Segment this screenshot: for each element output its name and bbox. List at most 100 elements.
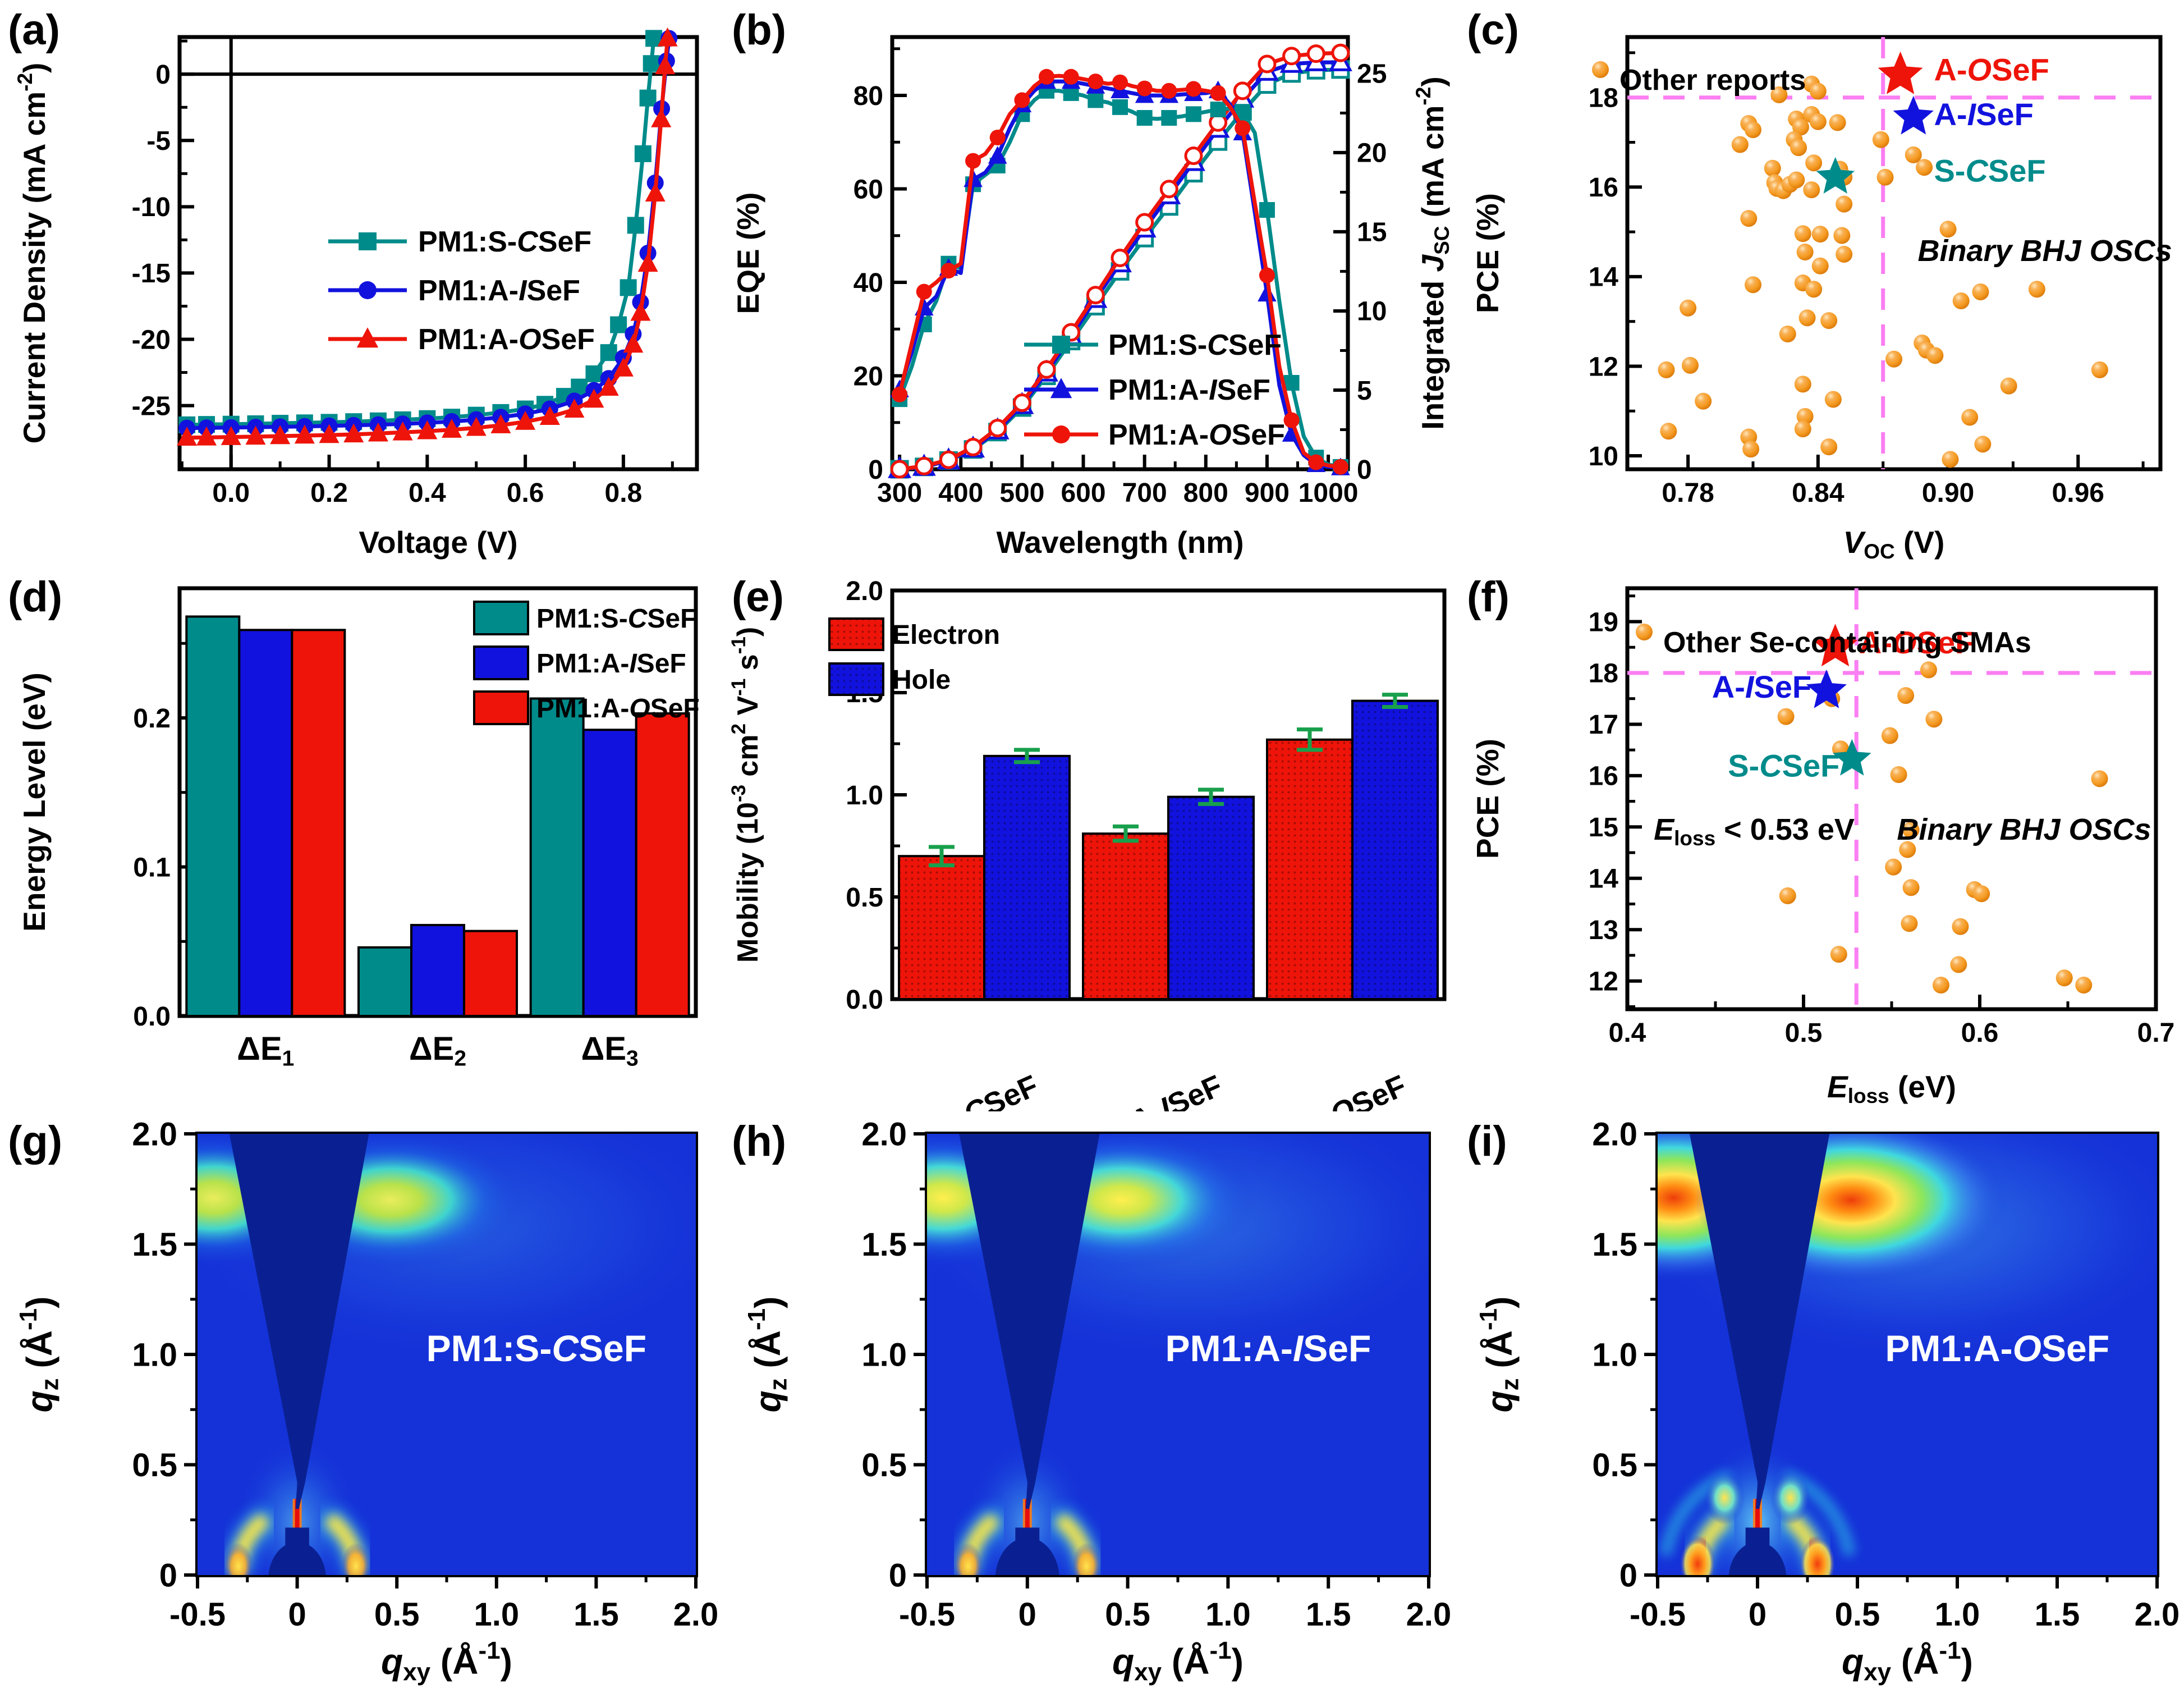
svg-text:400: 400 — [938, 478, 983, 508]
svg-text:20: 20 — [1357, 139, 1387, 168]
svg-text:Other reports: Other reports — [1619, 64, 1806, 97]
chart-f: 0.4 0.5 0.6 0.7 12 13 14 15 16 17 18 19 Eloss (eV) PC… — [1470, 586, 2174, 1107]
svg-text:ΔE2: ΔE2 — [409, 1031, 466, 1070]
svg-text:PM1:A-ISeF: PM1:A-ISeF — [1059, 1069, 1227, 1111]
svg-text:0: 0 — [889, 1557, 907, 1594]
svg-text:5: 5 — [1357, 376, 1372, 406]
panel-h-giwaxs-a-isef: (h) -0.5 0 0.5 1.0 1.5 2.0 0 0.5 1.0 1.5 2.0 qxy (Å-… — [724, 1111, 1459, 1703]
svg-text:1.5: 1.5 — [861, 1226, 907, 1263]
svg-text:18: 18 — [1589, 84, 1618, 113]
svg-text:1.5: 1.5 — [132, 1226, 177, 1263]
scatter-points — [1777, 661, 2108, 994]
svg-text:A-OSeF: A-OSeF — [1859, 625, 1974, 660]
panel-f-pce-eloss-scatter: (f) 0.4 0.5 0.6 0.7 12 13 14 15 16 17 18 19 Eloss (eV… — [1459, 567, 2184, 1111]
panel-d-energy-level-bars: (d) 0.0 0.1 0.2 Energy Level (eV) ΔE1 ΔE2 ΔE3 PM… — [0, 567, 724, 1111]
svg-text:0.2: 0.2 — [310, 478, 348, 508]
svg-text:0.5: 0.5 — [1105, 1596, 1150, 1633]
svg-text:-25: -25 — [132, 391, 171, 421]
panel-letter-d: (d) — [8, 573, 63, 621]
svg-text:10: 10 — [1357, 297, 1387, 327]
svg-text:Voltage (V): Voltage (V) — [359, 525, 517, 560]
svg-text:PM1:S-CSeF: PM1:S-CSeF — [1108, 329, 1282, 361]
svg-text:25: 25 — [1357, 59, 1387, 89]
svg-text:0.5: 0.5 — [1785, 1018, 1823, 1048]
svg-text:Wavelength (nm): Wavelength (nm) — [996, 525, 1244, 560]
svg-text:qz (Å-1): qz (Å-1) — [743, 1297, 792, 1413]
svg-text:Binary BHJ OSCs: Binary BHJ OSCs — [1897, 813, 2151, 846]
svg-text:0: 0 — [288, 1596, 306, 1633]
bar-groups — [898, 693, 1439, 1001]
svg-text:-0.5: -0.5 — [169, 1596, 226, 1633]
svg-text:1.5: 1.5 — [1592, 1226, 1637, 1263]
svg-text:13: 13 — [1589, 915, 1618, 945]
svg-text:1.5: 1.5 — [2035, 1596, 2080, 1633]
panel-letter-c: (c) — [1467, 6, 1519, 54]
chart-a: 0.0 0.2 0.4 0.6 0.8 0 -5 -10 -15 -20 -25 Voltage (V… — [13, 27, 699, 560]
panel-letter-i: (i) — [1467, 1118, 1507, 1165]
svg-text:2.0: 2.0 — [132, 1116, 177, 1152]
svg-text:2.0: 2.0 — [1406, 1596, 1452, 1633]
svg-text:PM1:A-ISeF: PM1:A-ISeF — [536, 649, 686, 679]
svg-text:0.5: 0.5 — [132, 1447, 177, 1484]
axes: 0.78 0.84 0.90 0.96 10 12 14 16 18 VOC (V) PCE (%) — [1470, 35, 2163, 563]
svg-text:0.96: 0.96 — [2052, 478, 2104, 508]
svg-text:Binary BHJ OSCs: Binary BHJ OSCs — [1917, 234, 2172, 268]
svg-text:0.5: 0.5 — [846, 883, 883, 913]
svg-text:2.0: 2.0 — [846, 576, 883, 606]
panel-b-eqe-spectra: (b) 300 400 500 600 700 800 900 1000 0 20 40 60 80 0 5 1… — [724, 0, 1459, 567]
svg-text:0.6: 0.6 — [1961, 1018, 1999, 1048]
legend: Other Se-containing SMAs — [1636, 624, 2031, 659]
svg-text:S-CSeF: S-CSeF — [1728, 748, 1839, 784]
legend: Electron Hole — [828, 617, 1000, 696]
panel-letter-b: (b) — [732, 6, 787, 54]
svg-text:PCE (%): PCE (%) — [1470, 193, 1505, 313]
threshold-dashed-lines — [1627, 37, 2160, 469]
svg-text:40: 40 — [854, 268, 883, 298]
svg-text:Mobility (10-3 cm2 V-1 s-1): Mobility (10-3 cm2 V-1 s-1) — [728, 627, 764, 963]
svg-text:0.5: 0.5 — [1835, 1596, 1880, 1633]
svg-text:Eloss < 0.53 eV: Eloss < 0.53 eV — [1654, 813, 1855, 850]
svg-text:1.0: 1.0 — [861, 1336, 907, 1373]
legend: PM1:S-CSeF PM1:A-ISeF PM1:A-OSeF — [473, 601, 700, 725]
svg-text:EQE (%): EQE (%) — [731, 193, 765, 314]
svg-text:PM1:S-CSeF: PM1:S-CSeF — [418, 226, 591, 258]
chart-c: 0.78 0.84 0.90 0.96 10 12 14 16 18 VOC (V) PCE (%)… — [1470, 35, 2172, 563]
giwaxs-map — [198, 1134, 696, 1575]
svg-text:1000: 1000 — [1299, 478, 1359, 508]
svg-text:1.0: 1.0 — [1935, 1596, 1980, 1633]
svg-text:qz (Å-1): qz (Å-1) — [15, 1297, 63, 1413]
svg-text:0.90: 0.90 — [1922, 478, 1974, 508]
svg-text:Eloss (eV): Eloss (eV) — [1827, 1069, 1956, 1107]
svg-text:14: 14 — [1589, 864, 1619, 894]
axes: 300 400 500 600 700 800 900 1000020406080051015… — [731, 35, 1453, 560]
svg-text:-0.5: -0.5 — [899, 1596, 955, 1633]
svg-text:-20: -20 — [132, 325, 171, 355]
svg-text:qz (Å-1): qz (Å-1) — [1475, 1297, 1524, 1413]
svg-text:PM1:S-CSeF: PM1:S-CSeF — [426, 1327, 646, 1369]
svg-text:0.0: 0.0 — [846, 985, 883, 1015]
svg-text:2.0: 2.0 — [673, 1596, 719, 1633]
panel-letter-a: (a) — [8, 6, 60, 54]
svg-text:0.0: 0.0 — [133, 1002, 171, 1032]
svg-text:Hole: Hole — [892, 665, 951, 695]
svg-text:Current Density (mA cm-2): Current Density (mA cm-2) — [13, 63, 52, 444]
svg-text:2.0: 2.0 — [861, 1116, 907, 1152]
svg-text:A-ISeF: A-ISeF — [1712, 669, 1811, 704]
svg-text:0: 0 — [1357, 455, 1372, 485]
panel-g-giwaxs-s-csef: (g) -0.5 0 0.5 1.0 1.5 2.0 0 0.5 1.0 1.5 2.0 qxy (Å-… — [0, 1111, 724, 1703]
panel-letter-f: (f) — [1467, 573, 1509, 621]
svg-text:PCE (%): PCE (%) — [1470, 739, 1505, 859]
svg-text:A-OSeF: A-OSeF — [1934, 52, 2049, 87]
svg-text:12: 12 — [1589, 352, 1618, 382]
panel-letter-h: (h) — [732, 1118, 787, 1165]
svg-text:0: 0 — [1749, 1596, 1767, 1633]
axes: 0.4 0.5 0.6 0.7 12 13 14 15 16 17 18 19 Eloss (eV) PC… — [1470, 586, 2174, 1107]
giwaxs-map — [1658, 1134, 2157, 1575]
svg-text:Other Se-containing SMAs: Other Se-containing SMAs — [1663, 626, 2031, 659]
svg-text:PM1:S-CSeF: PM1:S-CSeF — [536, 604, 696, 634]
giwaxs-map — [927, 1134, 1429, 1575]
data-series — [892, 68, 1348, 475]
svg-text:ΔE1: ΔE1 — [237, 1031, 294, 1070]
